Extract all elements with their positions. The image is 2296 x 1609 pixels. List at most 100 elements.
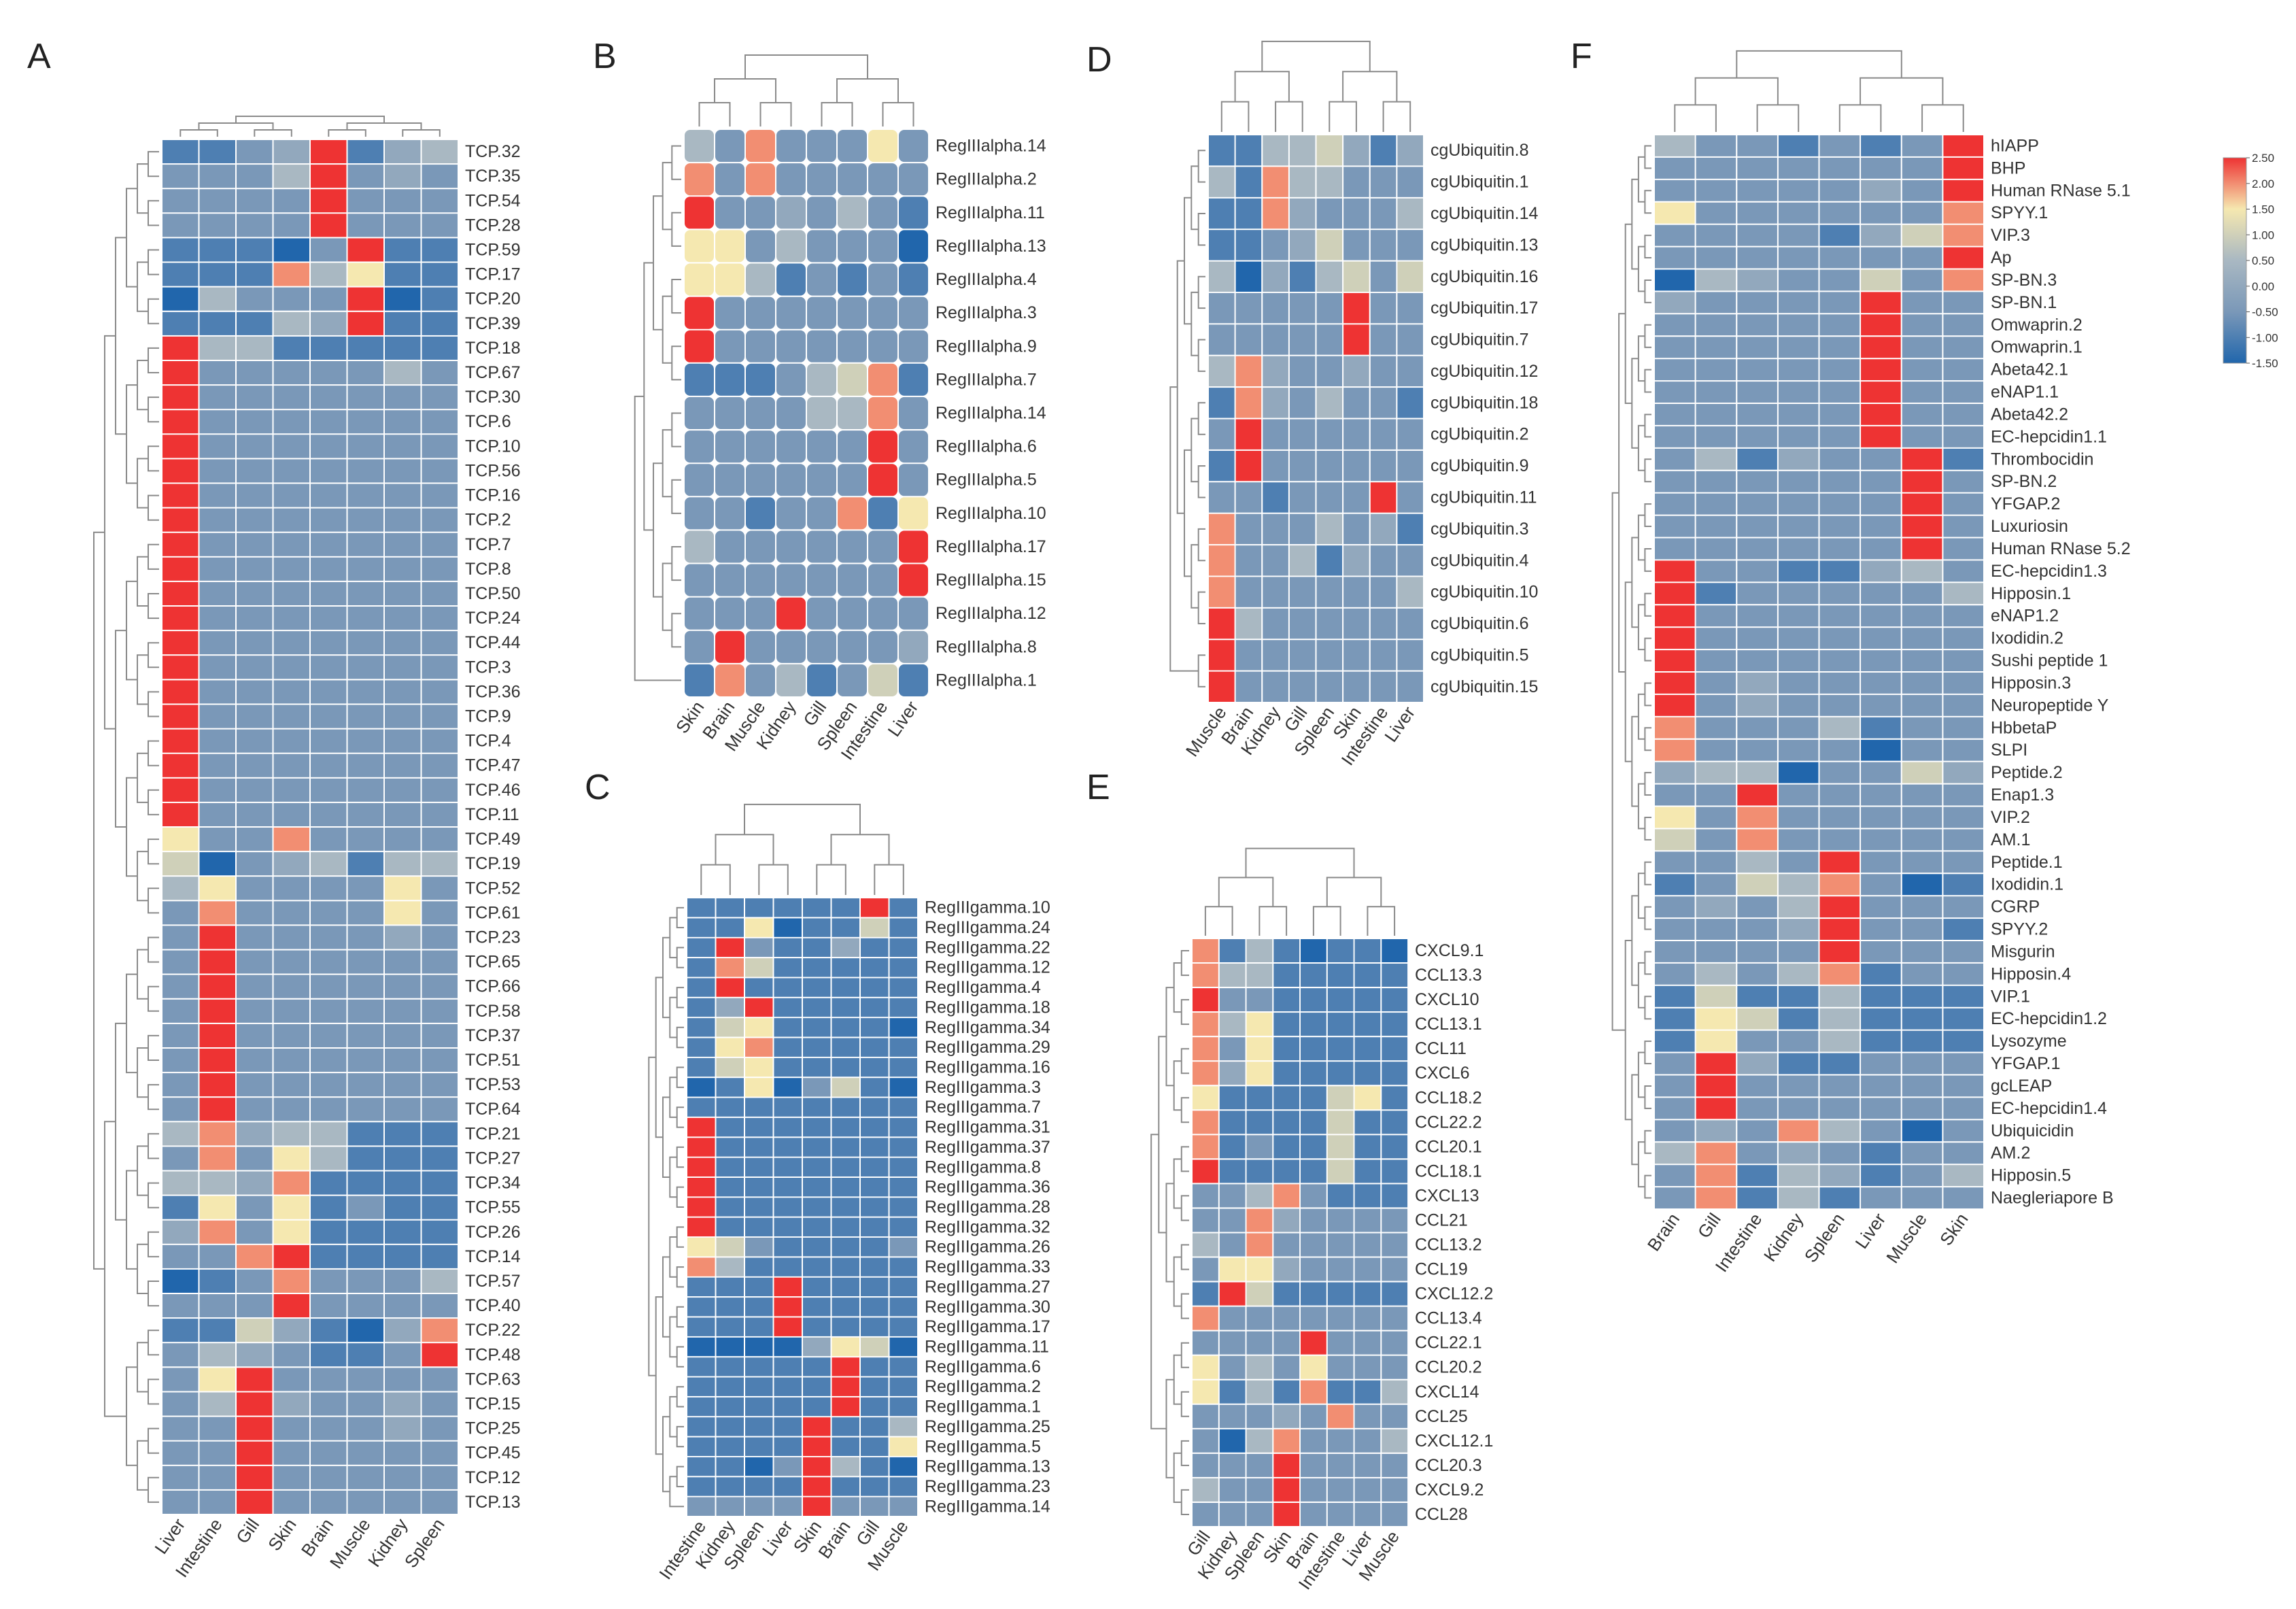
dendrogram-branch: [1173, 1452, 1182, 1503]
heatmap-cell: [237, 1368, 273, 1391]
heatmap-cell: [1819, 941, 1860, 962]
heatmap-cell: [347, 1441, 383, 1465]
row-label: TCP.54: [465, 191, 521, 210]
heatmap-cell: [807, 430, 836, 463]
row-label: CCL22.2: [1415, 1113, 1482, 1132]
heatmap-cell: [385, 729, 421, 753]
heatmap-cell: [347, 901, 383, 925]
heatmap-cell: [199, 189, 235, 213]
heatmap-cell: [1902, 829, 1942, 851]
heatmap-cell: [685, 396, 714, 429]
dendrogram-branch: [671, 479, 681, 514]
dendrogram-branch: [1644, 369, 1651, 393]
heatmap-cell: [422, 1343, 458, 1367]
dendrogram-branch: [1245, 847, 1355, 878]
heatmap-cell: [1696, 314, 1736, 336]
panel-letter: A: [27, 37, 51, 76]
row-label: Enap1.3: [1991, 785, 2054, 804]
heatmap-cell: [1655, 1120, 1695, 1142]
panel-e: ECXCL9.1CCL13.3CXCL10CCL13.1CCL11CXCL6CC…: [1086, 768, 1493, 1593]
heatmap-cell: [1354, 1086, 1381, 1110]
row-label: TCP.19: [465, 854, 521, 873]
heatmap-cell: [1696, 1165, 1736, 1187]
heatmap-cell: [237, 729, 273, 753]
heatmap-cell: [745, 1397, 773, 1417]
heatmap-cell: [1778, 493, 1819, 515]
heatmap-cell: [347, 140, 383, 164]
heatmap-cell: [1696, 1008, 1736, 1030]
heatmap-cell: [1778, 292, 1819, 314]
heatmap-cell: [745, 918, 773, 937]
heatmap-cell: [422, 631, 458, 655]
heatmap-cell: [347, 1392, 383, 1416]
dendrogram-branch: [328, 129, 366, 137]
heatmap-cell: [1943, 807, 1983, 828]
heatmap-cell: [1902, 1098, 1942, 1119]
heatmap-cell: [1382, 1208, 1408, 1232]
heatmap-cell: [237, 680, 273, 704]
heatmap-cell: [1943, 1030, 1983, 1052]
heatmap-cell: [311, 1098, 347, 1121]
dendrogram-branch: [148, 543, 159, 570]
heatmap-cell: [1737, 941, 1777, 962]
heatmap-cell: [889, 1078, 917, 1097]
heatmap-cell: [868, 263, 897, 296]
heatmap-cell: [162, 778, 199, 802]
heatmap-cell: [385, 1122, 421, 1146]
heatmap-cell: [1193, 1233, 1218, 1257]
heatmap-cell: [422, 877, 458, 900]
heatmap-cell: [199, 410, 235, 434]
heatmap-cell: [162, 607, 199, 630]
heatmap-cell: [311, 1269, 347, 1293]
heatmap-cell: [1343, 482, 1369, 513]
dendrogram-branch: [137, 458, 148, 509]
heatmap-cell: [889, 1477, 917, 1496]
heatmap-cell: [199, 1244, 235, 1268]
heatmap-cell: [1382, 964, 1408, 987]
heatmap-cell: [347, 262, 383, 286]
heatmap-cell: [899, 564, 928, 596]
dendrogram-branch: [662, 1096, 670, 1178]
heatmap-cell: [1902, 493, 1942, 515]
heatmap-cell: [1273, 1257, 1300, 1281]
heatmap-cell: [385, 1368, 421, 1391]
heatmap-cell: [745, 1098, 773, 1117]
heatmap-cell: [716, 1038, 744, 1057]
heatmap-cell: [687, 1377, 715, 1396]
heatmap-cell: [803, 898, 831, 917]
dendrogram-branch: [1197, 402, 1205, 435]
heatmap-cell: [687, 1417, 715, 1436]
heatmap-cell: [861, 1198, 889, 1217]
heatmap-cell: [1819, 1053, 1860, 1074]
heatmap-cell: [385, 1049, 421, 1072]
heatmap-cell: [774, 978, 802, 997]
heatmap-cell: [347, 828, 383, 851]
heatmap-cell: [273, 508, 309, 532]
heatmap-cell: [347, 802, 383, 826]
heatmap-cell: [162, 214, 199, 237]
heatmap-cell: [199, 1023, 235, 1047]
heatmap-cell: [774, 1298, 802, 1317]
row-label: TCP.25: [465, 1419, 521, 1438]
heatmap-cell: [1327, 1111, 1354, 1134]
dendrogram-branch: [1150, 1134, 1167, 1429]
heatmap-cell: [687, 1277, 715, 1297]
heatmap-cell: [311, 1196, 347, 1219]
heatmap-cell: [1354, 1282, 1381, 1306]
heatmap-cell: [1382, 1111, 1408, 1134]
heatmap-cell: [1861, 673, 1901, 694]
heatmap-cell: [832, 1457, 859, 1476]
row-dendrogram: [1150, 950, 1189, 1515]
heatmap-cell: [1354, 1111, 1381, 1134]
dendrogram-branch: [1631, 178, 1639, 270]
heatmap-cell: [1696, 359, 1736, 381]
heatmap-cell: [385, 581, 421, 605]
row-label: VIP.3: [1991, 226, 2030, 245]
heatmap-cell: [347, 1049, 383, 1072]
heatmap-cell: [385, 705, 421, 728]
heatmap-cell: [162, 532, 199, 556]
heatmap-cells: [685, 130, 928, 696]
dendrogram-branch: [698, 102, 731, 126]
heatmap-cell: [1819, 963, 1860, 985]
dendrogram-branch: [676, 1146, 684, 1168]
